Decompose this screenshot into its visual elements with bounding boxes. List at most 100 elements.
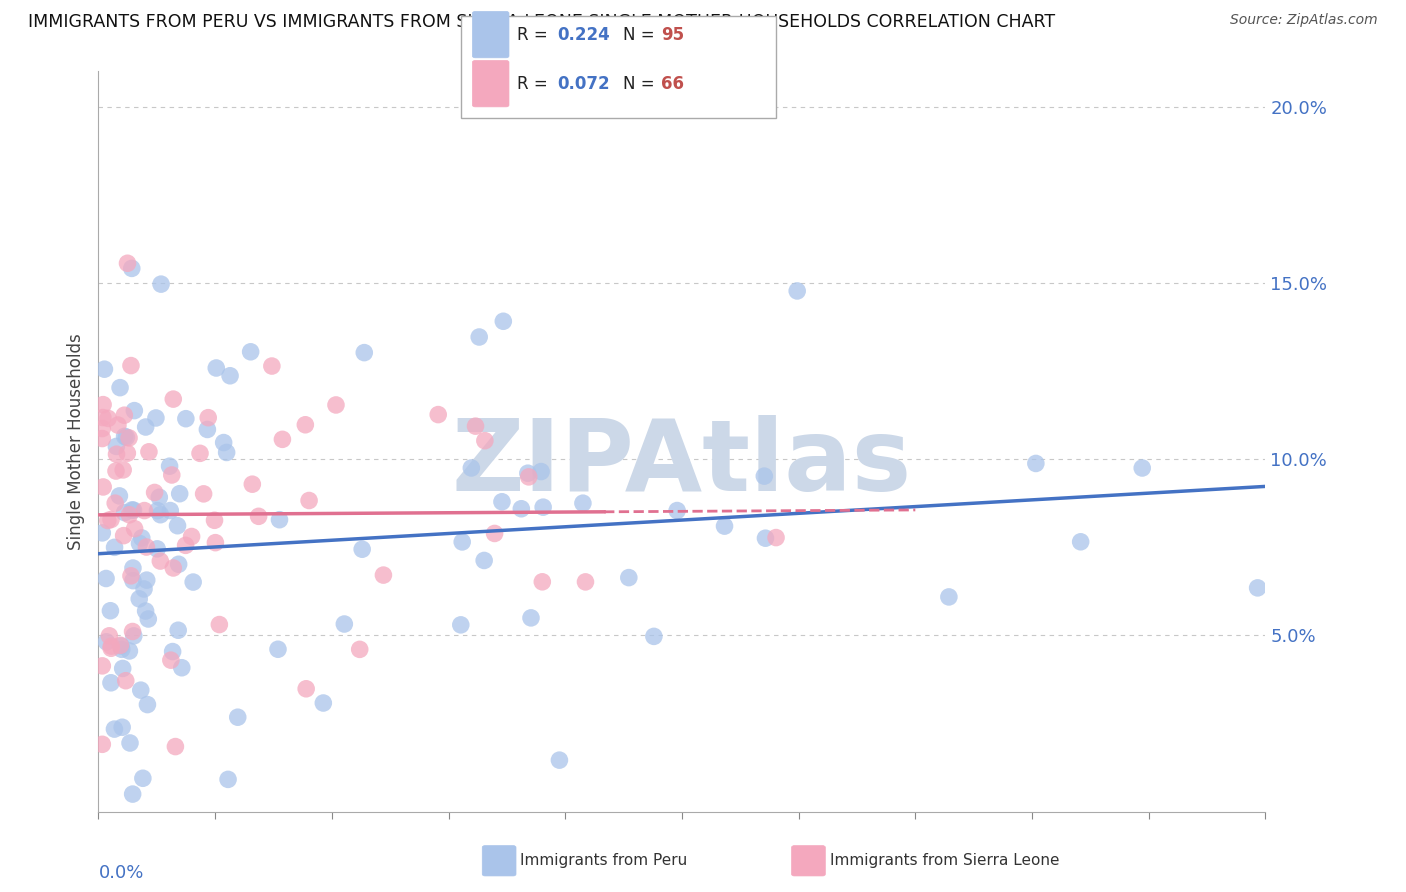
- Point: [108, 489, 131, 503]
- Text: ZIPAtlas: ZIPAtlas: [451, 416, 912, 512]
- Point: [132, 582, 155, 596]
- Point: [146, 503, 169, 517]
- Point: [353, 345, 375, 359]
- Point: [103, 722, 125, 736]
- Point: [112, 528, 135, 542]
- Point: [97, 514, 120, 528]
- Point: [135, 420, 157, 434]
- Point: [165, 739, 187, 754]
- Point: [122, 574, 145, 588]
- Point: [114, 429, 136, 443]
- Point: [91, 410, 114, 425]
- Point: [118, 736, 141, 750]
- Point: [121, 624, 143, 639]
- Point: [104, 464, 127, 478]
- Point: [98, 629, 121, 643]
- Point: [212, 435, 235, 450]
- Point: [572, 496, 595, 510]
- Point: [149, 554, 172, 568]
- Point: [938, 590, 960, 604]
- Point: [516, 466, 538, 480]
- Point: [145, 411, 167, 425]
- Point: [134, 503, 156, 517]
- Point: [333, 617, 356, 632]
- Y-axis label: Single Mother Households: Single Mother Households: [66, 334, 84, 549]
- Point: [91, 432, 114, 446]
- Point: [135, 540, 157, 554]
- Point: [520, 611, 543, 625]
- Point: [312, 696, 335, 710]
- Point: [162, 561, 184, 575]
- Point: [91, 421, 114, 435]
- Text: Immigrants from Peru: Immigrants from Peru: [520, 854, 688, 868]
- Point: [143, 485, 166, 500]
- Point: [136, 612, 159, 626]
- Point: [167, 624, 190, 638]
- Point: [427, 408, 450, 422]
- Point: [110, 638, 132, 652]
- Point: [349, 642, 371, 657]
- Point: [226, 710, 249, 724]
- Point: [135, 604, 157, 618]
- Point: [100, 641, 122, 656]
- Point: [295, 681, 318, 696]
- Point: [117, 446, 139, 460]
- Point: [574, 574, 596, 589]
- Point: [174, 538, 197, 552]
- Point: [105, 439, 128, 453]
- Point: [1025, 457, 1047, 471]
- Point: [170, 661, 193, 675]
- Point: [204, 513, 226, 527]
- Point: [146, 541, 169, 556]
- Text: R =: R =: [517, 26, 554, 44]
- Point: [517, 470, 540, 484]
- Point: [108, 381, 131, 395]
- Point: [111, 661, 134, 675]
- Text: 66: 66: [661, 75, 683, 93]
- Point: [110, 639, 132, 653]
- Point: [193, 487, 215, 501]
- Point: [786, 284, 808, 298]
- Text: Immigrants from Sierra Leone: Immigrants from Sierra Leone: [830, 854, 1059, 868]
- Point: [174, 411, 197, 425]
- Point: [260, 359, 283, 373]
- Point: [298, 493, 321, 508]
- Point: [96, 635, 118, 649]
- Point: [352, 542, 374, 557]
- Text: 0.224: 0.224: [557, 26, 610, 44]
- Text: 0.0%: 0.0%: [98, 863, 143, 881]
- Point: [474, 434, 496, 448]
- Point: [765, 531, 787, 545]
- Point: [643, 629, 665, 643]
- Point: [373, 568, 395, 582]
- Point: [468, 330, 491, 344]
- Point: [131, 531, 153, 545]
- Point: [118, 431, 141, 445]
- Point: [492, 314, 515, 328]
- Point: [100, 639, 122, 653]
- Point: [451, 535, 474, 549]
- Point: [162, 392, 184, 406]
- Point: [111, 720, 134, 734]
- Point: [117, 256, 139, 270]
- Point: [91, 737, 114, 751]
- Point: [121, 787, 143, 801]
- Point: [713, 519, 735, 533]
- Point: [122, 629, 145, 643]
- Point: [129, 683, 152, 698]
- Point: [548, 753, 571, 767]
- Point: [94, 572, 117, 586]
- Point: [167, 558, 190, 572]
- Point: [135, 573, 157, 587]
- Point: [93, 362, 115, 376]
- Point: [180, 529, 202, 543]
- Point: [754, 531, 776, 545]
- Point: [195, 422, 218, 436]
- Point: [217, 772, 239, 787]
- Point: [205, 361, 228, 376]
- Point: [91, 525, 114, 540]
- Point: [91, 480, 114, 494]
- Point: [247, 509, 270, 524]
- Point: [91, 398, 114, 412]
- Point: [122, 561, 145, 575]
